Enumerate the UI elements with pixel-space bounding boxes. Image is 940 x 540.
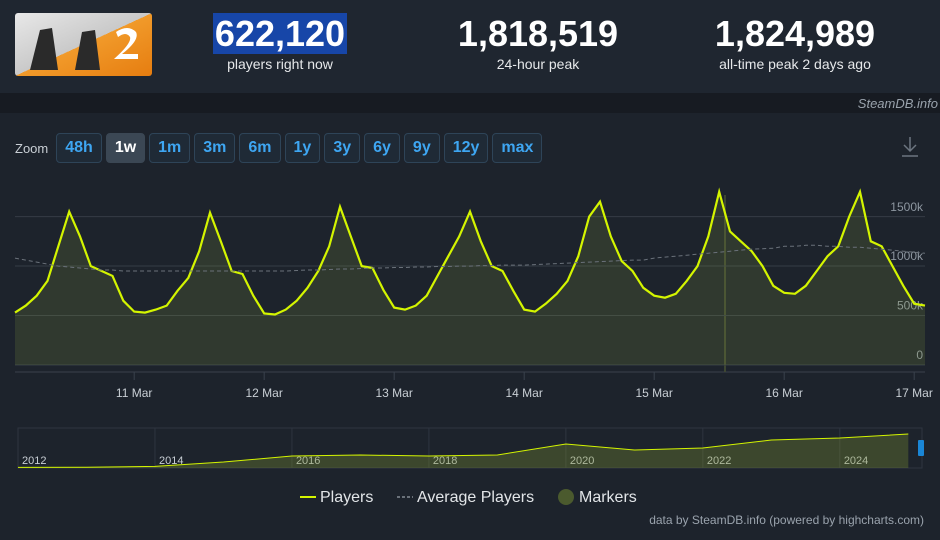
x-tick-label: 17 Mar bbox=[895, 386, 932, 400]
stat-value: 1,824,989 bbox=[714, 13, 876, 54]
navigator-tick-label: 2022 bbox=[707, 455, 731, 467]
legend-label[interactable]: Players bbox=[320, 489, 373, 506]
zoom-label: Zoom bbox=[15, 140, 49, 156]
x-tick-label: 15 Mar bbox=[635, 386, 672, 400]
y-tick-label: 0 bbox=[916, 348, 923, 362]
navigator-tick-label: 2014 bbox=[159, 455, 183, 467]
zoom-button[interactable]: 3m bbox=[194, 133, 236, 163]
download-icon[interactable] bbox=[902, 137, 918, 157]
navigator-tick-label: 2012 bbox=[22, 455, 46, 467]
stat-value: 622,120 bbox=[212, 13, 348, 54]
stat-value: 1,818,519 bbox=[457, 13, 619, 54]
zoom-button[interactable]: 6y bbox=[364, 133, 400, 163]
stat-label: players right now bbox=[227, 56, 333, 72]
legend-symbol bbox=[558, 489, 574, 505]
legend-label[interactable]: Markers bbox=[579, 489, 637, 506]
stat-value-box: 622,120 bbox=[160, 13, 400, 54]
stat: 1,824,989 all-time peak 2 days ago bbox=[675, 14, 915, 73]
zoom-button[interactable]: 3y bbox=[324, 133, 361, 163]
stat-label: 24-hour peak bbox=[496, 56, 580, 72]
area bbox=[15, 191, 925, 365]
navigator-line bbox=[17, 433, 909, 468]
navigator-tick-label: 2020 bbox=[570, 455, 594, 467]
navigator-handle[interactable] bbox=[918, 440, 924, 456]
zoom-button[interactable]: 1w bbox=[105, 133, 146, 163]
zoom-button[interactable]: 12y bbox=[443, 133, 489, 163]
zoom-button[interactable]: 48h bbox=[56, 133, 102, 163]
zoom-button[interactable]: max bbox=[492, 133, 543, 163]
stat-label: all-time peak 2 days ago bbox=[719, 56, 871, 72]
navigator-area bbox=[18, 434, 909, 468]
source: SteamDB.info bbox=[857, 96, 938, 111]
zoom-button[interactable]: 1m bbox=[149, 133, 191, 163]
zoom-button[interactable]: 6m bbox=[239, 133, 281, 163]
legend-label[interactable]: Average Players bbox=[417, 489, 534, 506]
logo-figures bbox=[30, 28, 100, 70]
chart-panel bbox=[0, 113, 940, 540]
logo-two bbox=[114, 28, 138, 59]
y-tick-label: 1000k bbox=[890, 249, 924, 263]
y-tick-label: 500k bbox=[897, 299, 924, 313]
zoom-bar: Zoom 48h 1w 1m 3m 6m 1y 3y 6y 9y 12y max bbox=[15, 133, 543, 163]
stat-value-box: 1,818,519 bbox=[418, 14, 658, 54]
zoom-button[interactable]: 1y bbox=[284, 133, 321, 163]
stat-value-box: 1,824,989 bbox=[675, 14, 915, 54]
x-tick-label: 11 Mar bbox=[116, 386, 152, 400]
zoom-button[interactable]: 9y bbox=[403, 133, 440, 163]
x-tick-label: 13 Mar bbox=[375, 386, 412, 400]
credit: data by SteamDB.info (powered by highcha… bbox=[649, 513, 924, 527]
series-line bbox=[14, 187, 926, 316]
x-tick-label: 14 Mar bbox=[505, 386, 542, 400]
navigator-tick-label: 2024 bbox=[844, 455, 868, 467]
y-tick-label: 1500k bbox=[890, 200, 924, 214]
navigator-tick-label: 2018 bbox=[433, 455, 457, 467]
x-tick-label: 12 Mar bbox=[245, 386, 282, 400]
navigator-tick-label: 2016 bbox=[296, 455, 320, 467]
series-line bbox=[14, 244, 926, 272]
x-tick-label: 16 Mar bbox=[765, 386, 802, 400]
stat: 622,120 players right now bbox=[160, 13, 400, 72]
stat: 1,818,519 24-hour peak bbox=[418, 14, 658, 73]
header: 622,120 players right now 1,818,519 24-hour… bbox=[0, 0, 940, 93]
